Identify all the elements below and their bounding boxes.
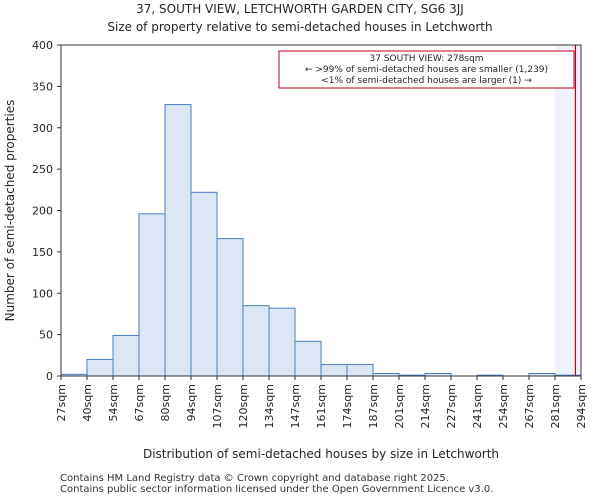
annotation-line-3: <1% of semi-detached houses are larger (… xyxy=(321,76,532,86)
footer-licence: Contains public sector information licen… xyxy=(60,484,494,495)
histogram-chart: 0 50 100 150 200 250 300 350 400 27sqm 40sqm 54sqm… xyxy=(3,39,588,461)
x-tick-label: 241sqm xyxy=(471,384,484,428)
x-tick-label: 174sqm xyxy=(341,384,354,428)
x-tick-label: 294sqm xyxy=(575,384,588,428)
y-tick-label: 0 xyxy=(46,370,53,383)
y-tick-label: 350 xyxy=(32,80,53,93)
x-tick-label: 201sqm xyxy=(393,384,406,428)
x-tick-label: 40sqm xyxy=(81,384,94,421)
annotation-line-1: 37 SOUTH VIEW: 278sqm xyxy=(370,54,484,64)
x-tick-label: 67sqm xyxy=(133,384,146,421)
y-tick-label: 150 xyxy=(32,246,53,259)
histogram-bar xyxy=(164,104,192,377)
highlight-region xyxy=(555,45,581,376)
chart-subtitle: Size of property relative to semi-detach… xyxy=(107,20,493,34)
x-tick-label: 267sqm xyxy=(523,384,536,428)
x-tick-label: 94sqm xyxy=(185,384,198,421)
histogram-bar xyxy=(86,358,114,377)
annotation-line-2: ← >99% of semi-detached houses are small… xyxy=(305,65,548,75)
histogram-bar xyxy=(268,307,296,377)
x-tick-label: 54sqm xyxy=(107,384,120,421)
y-tick-label: 250 xyxy=(32,163,53,176)
chart-title: 37, SOUTH VIEW, LETCHWORTH GARDEN CITY, … xyxy=(136,2,464,16)
x-tick-label: 134sqm xyxy=(263,384,276,428)
histogram-bar xyxy=(320,363,348,377)
histogram-bar xyxy=(242,305,270,377)
y-tick-label: 50 xyxy=(39,329,53,342)
x-axis-label: Distribution of semi-detached houses by … xyxy=(143,447,499,461)
x-tick-label: 161sqm xyxy=(315,384,328,428)
footer-copyright: Contains HM Land Registry data © Crown c… xyxy=(60,473,449,484)
histogram-bar xyxy=(138,213,166,377)
histogram-bar xyxy=(112,334,140,377)
y-axis-label: Number of semi-detached properties xyxy=(3,100,17,322)
y-tick-label: 300 xyxy=(32,122,53,135)
x-tick-label: 107sqm xyxy=(211,384,224,428)
histogram-bar xyxy=(346,363,374,377)
y-tick-label: 200 xyxy=(32,205,53,218)
histogram-bar xyxy=(216,238,244,377)
x-tick-label: 254sqm xyxy=(497,384,510,428)
x-tick-label: 120sqm xyxy=(237,384,250,428)
annotation-box xyxy=(278,50,575,89)
x-tick-label: 227sqm xyxy=(445,384,458,428)
x-tick-label: 187sqm xyxy=(367,384,380,428)
x-tick-label: 214sqm xyxy=(419,384,432,428)
plot-frame xyxy=(60,44,582,377)
y-tick-label: 400 xyxy=(32,39,53,52)
x-tick-label: 147sqm xyxy=(289,384,302,428)
histogram-bar xyxy=(190,191,218,377)
x-tick-label: 281sqm xyxy=(549,384,562,428)
histogram-bar xyxy=(294,340,322,377)
x-tick-label: 27sqm xyxy=(55,384,68,421)
x-tick-label: 80sqm xyxy=(159,384,172,421)
y-tick-label: 100 xyxy=(32,287,53,300)
